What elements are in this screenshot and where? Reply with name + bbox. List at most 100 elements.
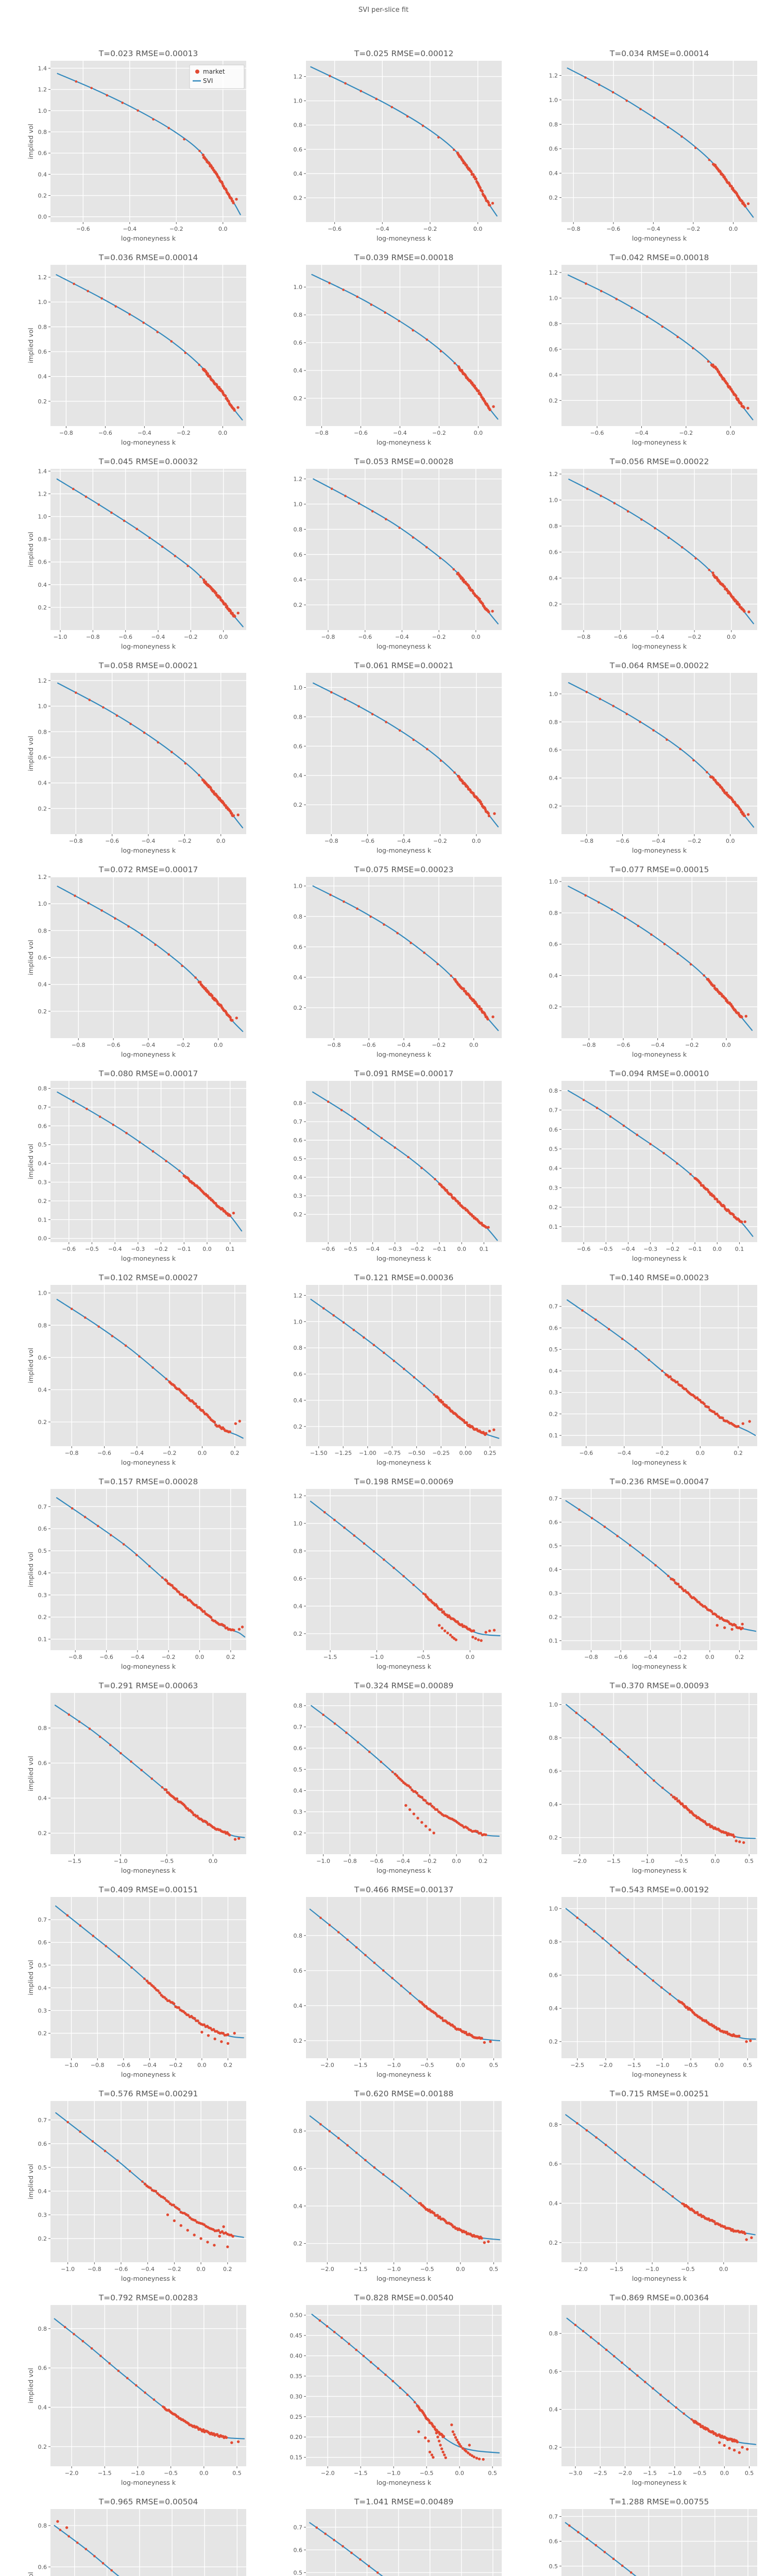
tick-marks xyxy=(48,2525,50,2567)
y-tick-label: 0.6 xyxy=(38,349,47,355)
y-tick-label: 1.2 xyxy=(549,72,558,79)
x-tick-label: −1.0 xyxy=(645,2266,659,2273)
x-tick-label: −1.0 xyxy=(641,1858,655,1865)
y-tick-label: 0.6 xyxy=(294,1575,303,1582)
tick-labels: −2.0−1.5−1.0−0.50.00.50.10.20.30.40.50.6… xyxy=(294,2524,303,2576)
subplot-svg: −2.5 −2.0 −1.5 −1.0 −0.5 0.0 0.5 0.2 0.4 0.6 0.8 1.… xyxy=(549,1885,757,2078)
tick-marks xyxy=(559,272,731,428)
x-tick-label: −0.2 xyxy=(176,1042,190,1048)
y-tick-label: 0.3 xyxy=(549,1184,558,1191)
svi-line xyxy=(309,2522,383,2576)
market-points xyxy=(585,282,749,410)
y-tick-label: 0.2 xyxy=(294,602,303,608)
y-axis-label: implied vol xyxy=(27,940,35,975)
y-tick-label: 0.6 xyxy=(549,747,558,754)
tick-marks xyxy=(304,886,474,1040)
subplot-cell-18: −0.8 −0.6 −0.4 −0.2 0.0 0.2 0.2 0.4 0.6 0.8 1.0 T=0… xyxy=(0,1268,255,1472)
y-tick-label: 0.2 xyxy=(38,2444,47,2450)
y-tick-label: 0.4 xyxy=(549,2200,558,2207)
x-tick-label: −0.6 xyxy=(97,1450,111,1456)
y-tick-label: 0.8 xyxy=(38,536,47,543)
x-tick-label: −0.8 xyxy=(321,634,335,640)
y-axis-label: implied vol xyxy=(27,736,35,771)
x-tick-label: 0.0 xyxy=(473,226,483,232)
y-axis-label: implied vol xyxy=(27,1348,35,1383)
tick-labels: −0.8 −0.6 −0.4 −0.2 0.0 0.2 0.4 0.6 0.8 1.0 1.2 xyxy=(38,274,228,436)
y-tick-label: 0.4 xyxy=(294,1397,303,1404)
subplot-svg: −2.0−1.5−1.0−0.50.00.50.20.40.60.8T=0.96… xyxy=(27,2497,246,2576)
y-tick-label: 0.6 xyxy=(549,146,558,152)
subplot-cell-12: −0.8 −0.6 −0.4 −0.2 0.0 0.2 0.4 0.6 0.8 1.0 1.2 T=0… xyxy=(0,860,255,1064)
y-tick-label: 0.8 xyxy=(38,324,47,330)
x-tick-label: −0.5 xyxy=(420,2266,434,2273)
y-tick-label: 1.0 xyxy=(549,295,558,302)
market-points xyxy=(568,2524,633,2574)
market-points xyxy=(327,1100,490,1229)
y-tick-label: 0.0 xyxy=(38,214,47,221)
market-points xyxy=(75,80,238,205)
subplot-svg: −1.0 −0.8 −0.6 −0.4 −0.2 0.0 0.2 0.2 0.3 0.4 0.5 0.… xyxy=(294,1681,502,1874)
y-tick-label: 0.7 xyxy=(294,1118,303,1125)
x-tick-label: 0.00 xyxy=(459,1450,472,1456)
y-tick-label: 0.2 xyxy=(549,2240,558,2246)
x-tick-label: 0.2 xyxy=(735,1654,744,1660)
subplot-cell-29: −2.5 −2.0 −1.5 −1.0 −0.5 0.0 0.5 0.2 0.4 0.6 0.8 1.… xyxy=(511,1880,766,2084)
y-tick-label: 0.2 xyxy=(38,2030,47,2037)
x-tick-label: −0.4 xyxy=(123,226,137,232)
y-tick-label: 0.5 xyxy=(38,1962,47,1969)
gridlines xyxy=(50,2101,246,2262)
y-tick-label: 1.2 xyxy=(38,274,47,281)
axes-background xyxy=(50,1285,246,1446)
market-points xyxy=(75,691,240,818)
x-tick-label: −1.25 xyxy=(334,1450,352,1456)
x-tick-label: 0.1 xyxy=(226,1246,235,1252)
subplot-cell-33: −2.0 −1.5 −1.0 −0.5 0.0 0.5 0.2 0.4 0.6 0.8 T=0.79… xyxy=(0,2289,255,2493)
y-axis-label: implied vol xyxy=(27,2164,35,2199)
y-tick-label: 0.3 xyxy=(549,1389,558,1396)
x-tick-label: −0.2 xyxy=(687,226,701,232)
y-tick-label: 0.5 xyxy=(38,2164,47,2171)
x-tick-label: −0.6 xyxy=(105,838,119,844)
tick-marks xyxy=(559,1090,740,1244)
tick-labels: −0.8 −0.6 −0.4 −0.2 0.0 0.2 0.1 0.2 0.3 0.4 0.5 0.6… xyxy=(38,1503,235,1660)
market-points xyxy=(584,894,747,1019)
tick-labels: −3.0 −2.5 −2.0 −1.5 −1.0 −0.5 0.0 0.5 0.2 0.4 0.6 0… xyxy=(549,2330,754,2477)
y-tick-label: 0.8 xyxy=(549,121,558,128)
x-tick-label: −1.0 xyxy=(64,2062,78,2069)
x-tick-label: −0.6 xyxy=(117,2062,131,2069)
subplot-title: T=0.094 RMSE=0.00010 xyxy=(609,1069,709,1078)
y-tick-label: 0.8 xyxy=(549,1088,558,1094)
gridlines xyxy=(50,1897,246,2058)
y-tick-label: 0.7 xyxy=(38,2117,47,2124)
subplot-cell-26: −2.0 −1.5 −1.0 −0.5 0.0 0.5 0.2 0.4 0.6 0.8 1.0 T=0… xyxy=(511,1676,766,1880)
y-tick-label: 0.8 xyxy=(38,1725,47,1732)
x-tick-label: −0.75 xyxy=(383,1450,401,1456)
y-tick-label: 0.4 xyxy=(38,171,47,178)
subplot-title: T=0.091 RMSE=0.00017 xyxy=(354,1069,454,1078)
subplot-svg: −2.0−1.5−1.0−0.50.00.50.10.20.30.40.50.6… xyxy=(549,2497,757,2576)
y-axis-label: implied vol xyxy=(27,2572,35,2576)
y-tick-label: 0.8 xyxy=(38,2522,47,2529)
x-tick-label: −0.2 xyxy=(688,634,702,640)
subplot-title: T=0.064 RMSE=0.00022 xyxy=(609,661,709,670)
y-tick-label: 0.6 xyxy=(38,1123,47,1129)
x-tick-label: −1.0 xyxy=(54,634,67,640)
x-tick-label: −0.5 xyxy=(599,1246,613,1252)
y-tick-label: 1.2 xyxy=(38,490,47,497)
x-tick-label: 0.0 xyxy=(713,1246,722,1252)
x-tick-label: 0.5 xyxy=(745,2470,754,2477)
subplot-cell-20: −0.6 −0.4 −0.2 0.0 0.2 0.1 0.2 0.3 0.4 0.5 0.6 0.7 T… xyxy=(511,1268,766,1472)
x-tick-label: −1.0 xyxy=(61,2266,75,2273)
axes-background xyxy=(50,469,246,630)
axes-background xyxy=(306,1489,502,1650)
subplot-cell-13: −0.8 −0.6 −0.4 −0.2 0.0 0.2 0.4 0.6 0.8 1.0 T=0.07… xyxy=(255,860,511,1064)
x-tick-label: −0.2 xyxy=(685,1042,699,1048)
y-tick-label: 1.0 xyxy=(38,901,47,907)
gridlines xyxy=(561,61,757,222)
y-tick-label: 0.4 xyxy=(549,1368,558,1375)
y-tick-label: 0.2 xyxy=(549,601,558,608)
y-tick-label: 0.6 xyxy=(38,1354,47,1361)
tick-labels: −1.50 −1.25 −1.00 −0.75 −0.50 −0.25 0.00 0.25 0.… xyxy=(294,1292,497,1456)
y-tick-label: 0.8 xyxy=(294,1933,303,1939)
y-tick-label: 0.7 xyxy=(294,2524,303,2531)
